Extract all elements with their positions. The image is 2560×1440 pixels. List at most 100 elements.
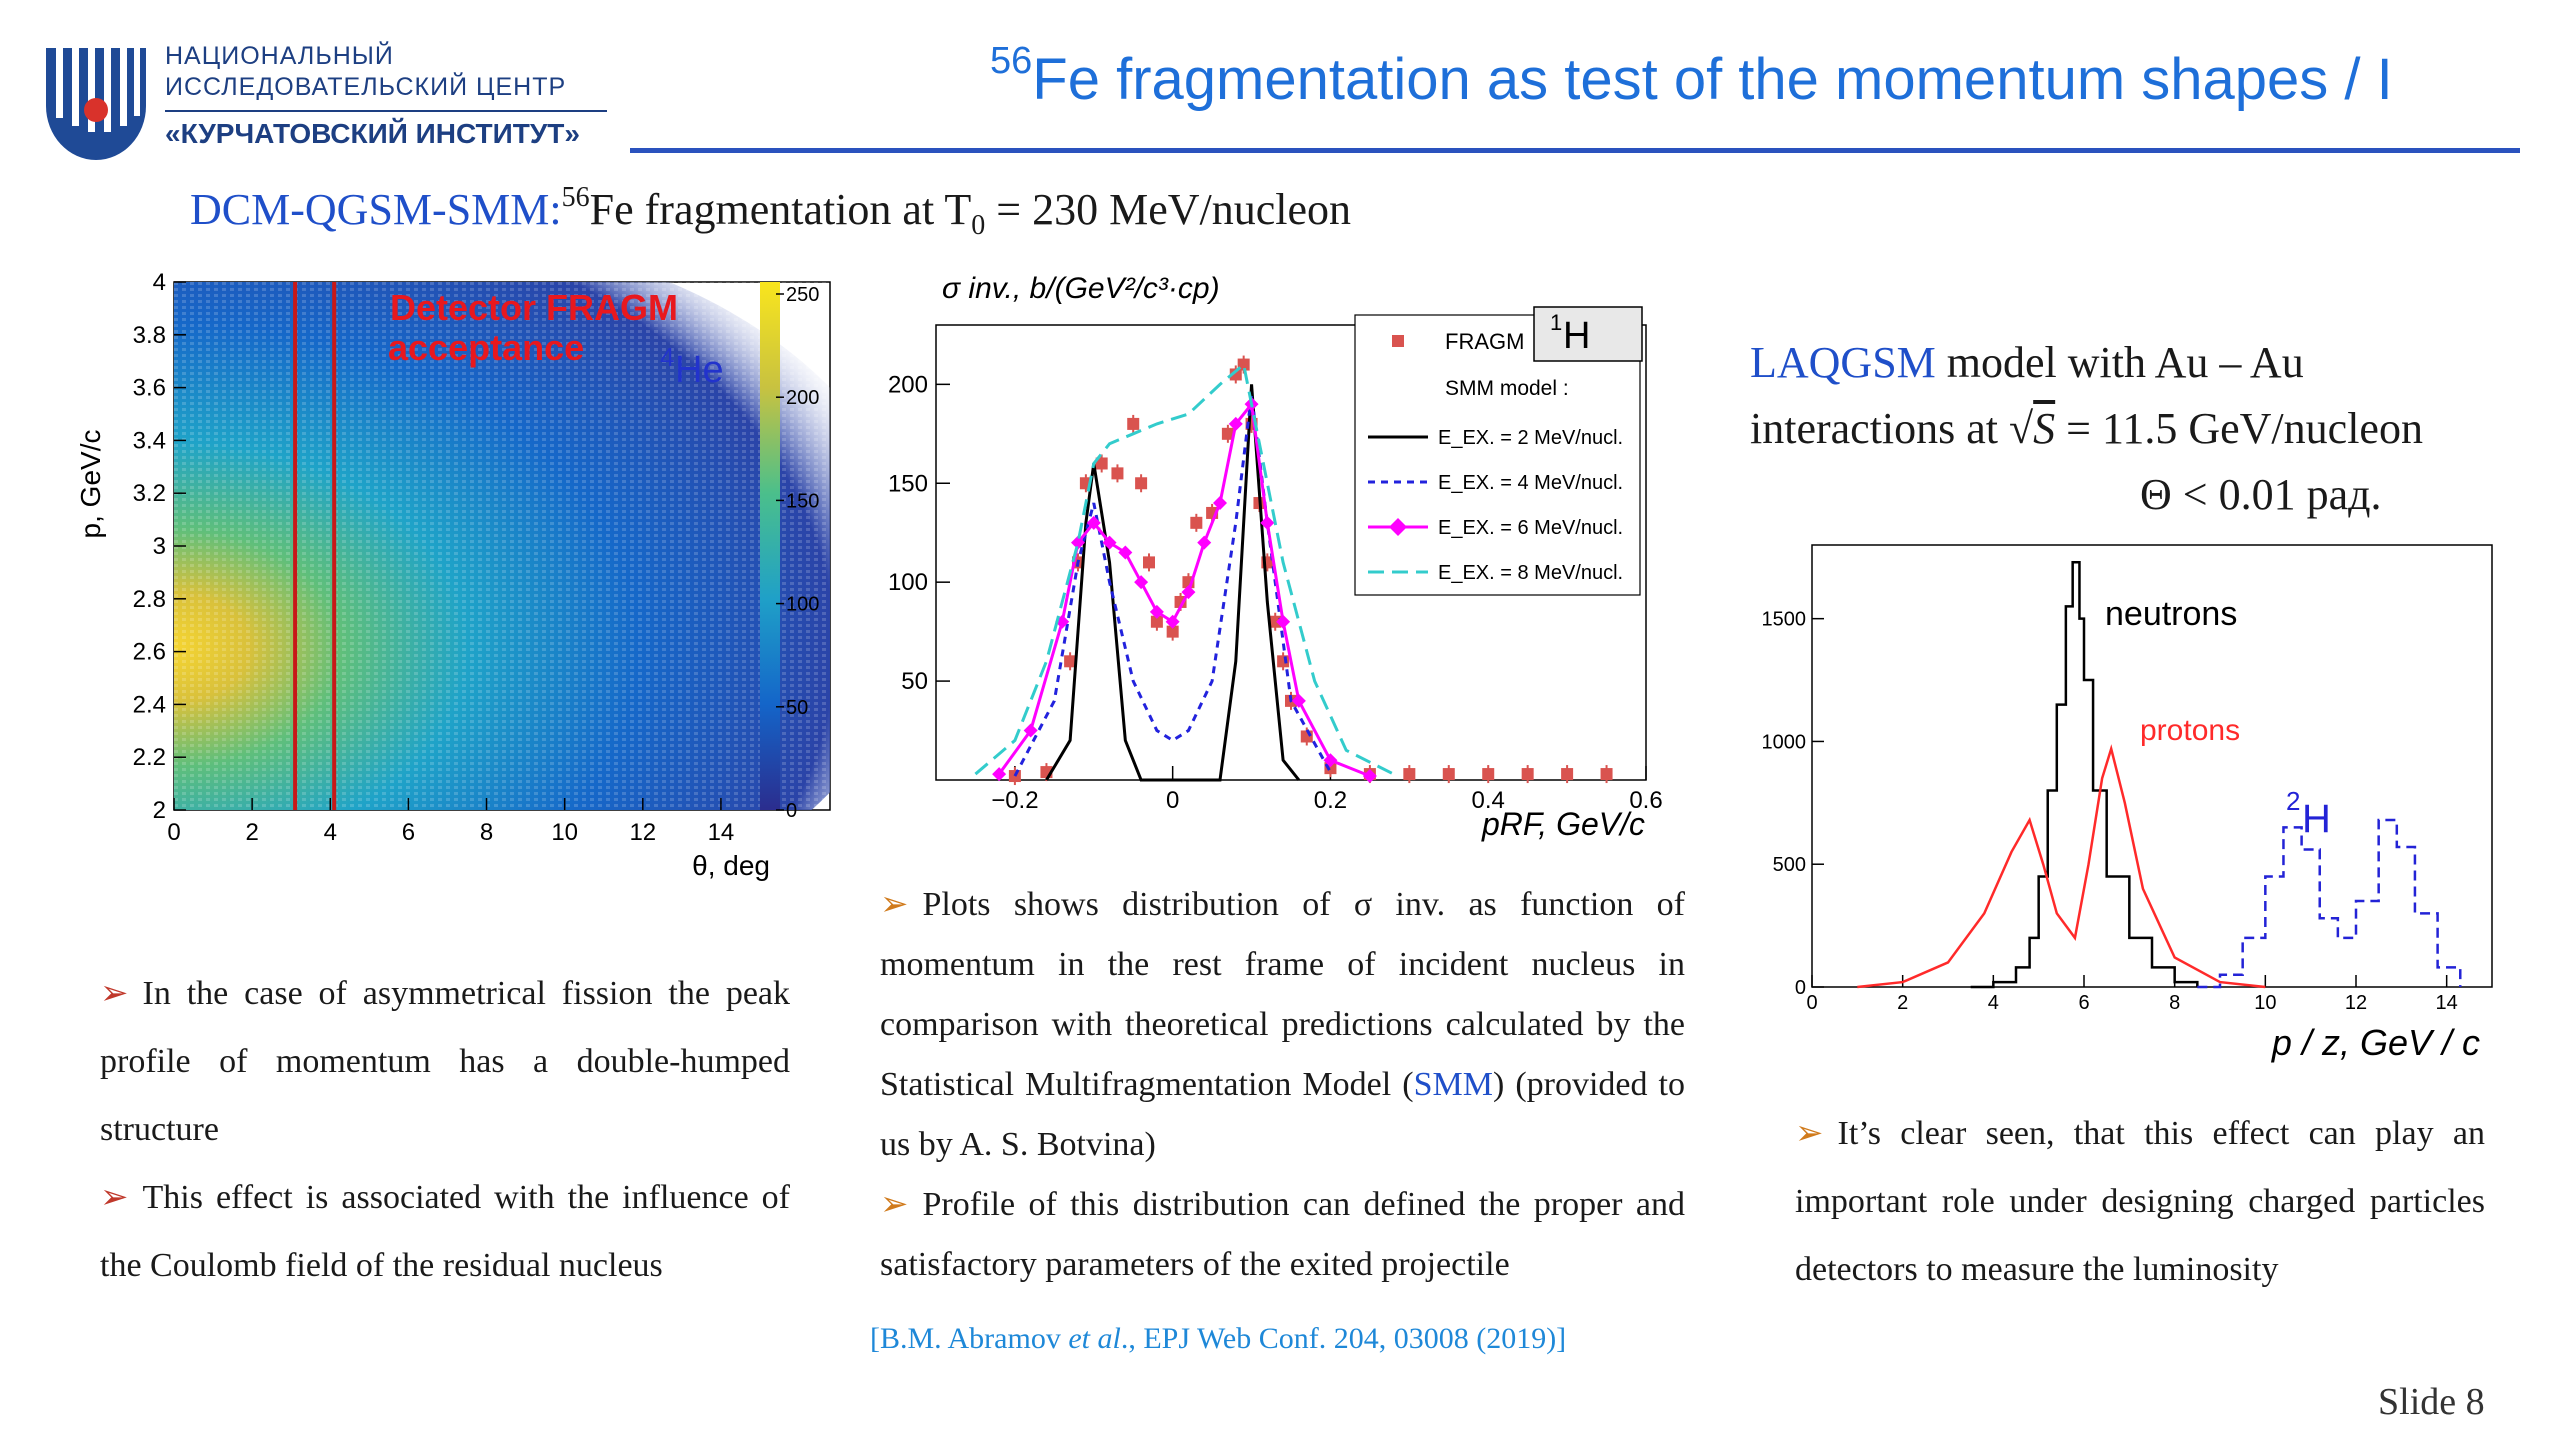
momentum-legend: 1 H FRAGM SMM model : E_EX. = 2 MeV/nucl… xyxy=(1354,306,1643,596)
y-tick-label: 2.4 xyxy=(133,691,166,718)
y-tick-label: 500 xyxy=(1773,854,1806,876)
x-tick-label: −0.2 xyxy=(991,787,1038,814)
smm-6mev-point xyxy=(1291,693,1306,708)
x-tick-label: 6 xyxy=(2078,992,2089,1014)
subtitle-text: Fe fragmentation at T xyxy=(589,185,972,234)
reference: [B.M. Abramov et al., EPJ Web Conf. 204,… xyxy=(870,1322,1566,1356)
x-tick-label: 8 xyxy=(2169,992,2180,1014)
x-tick-label: 10 xyxy=(551,819,578,846)
reference-journal: ., EPJ Web Conf. 204, 03008 (2019)] xyxy=(1120,1322,1567,1355)
slide-number: Slide 8 xyxy=(2378,1381,2485,1423)
left-bullet-1: ➢ In the case of asymmetrical fission the… xyxy=(100,960,790,1164)
title-text: Fe fragmentation as test of the momentum… xyxy=(1032,47,2393,112)
legend-4mev: E_EX. = 4 MeV/nucl. xyxy=(1438,472,1623,494)
smm-6mev-point xyxy=(1149,604,1164,619)
x-tick-label: 0.2 xyxy=(1314,787,1347,814)
smm-link: SMM xyxy=(1413,1066,1493,1103)
legend-6mev: E_EX. = 6 MeV/nucl. xyxy=(1438,517,1623,539)
deuteron-label: H xyxy=(2302,797,2331,841)
laqgsm-name: LAQGSM xyxy=(1750,338,1936,387)
fragm-point xyxy=(1561,768,1574,781)
fragm-point xyxy=(1442,768,1455,781)
nucleus-mass-number: 1 xyxy=(1550,310,1562,335)
fragm-point xyxy=(1135,477,1148,490)
x-tick-label: 10 xyxy=(2254,992,2276,1014)
logo-divider xyxy=(165,110,607,112)
species-series-1 xyxy=(1857,744,2266,989)
y-tick-label: 2.8 xyxy=(133,586,166,613)
species-frame xyxy=(1811,544,2493,988)
momentum-chart: σ inv., b/(GeV²/c³·cp) −0.2 0 0.2 0.4 0.6 50 1… xyxy=(888,272,1663,842)
smm-6mev-point xyxy=(1260,515,1275,530)
nucleus-box xyxy=(1533,306,1643,362)
fragm-point xyxy=(1143,556,1155,569)
fragm-point xyxy=(1111,467,1124,480)
fragm-point xyxy=(1221,427,1234,440)
x-tick-label: 0.4 xyxy=(1472,787,1505,814)
z-tick-label: 100 xyxy=(786,594,819,616)
left-bullets: ➢ In the case of asymmetrical fission the… xyxy=(100,960,790,1300)
x-tick-label: 0 xyxy=(167,819,180,846)
logo-line-2: ИССЛЕДОВАТЕЛЬСКИЙ ЦЕНТР xyxy=(165,73,567,101)
series-line-4 xyxy=(974,361,1395,776)
fragm-point xyxy=(1269,615,1282,628)
x-tick-label: 2 xyxy=(245,819,258,846)
smm-6mev-point xyxy=(1055,614,1070,629)
middle-bullet-2: ➢ Profile of this distribution can define… xyxy=(880,1175,1685,1295)
x-tick-label: 12 xyxy=(2345,992,2367,1014)
neutrons-label: neutrons xyxy=(2105,595,2237,633)
smm-6mev-point xyxy=(1071,535,1085,550)
color-scale-bar xyxy=(760,282,780,810)
middle-bullet-1: ➢ Plots shows distribution of σ inv. as f… xyxy=(880,875,1685,1175)
y-tick-label: 2.2 xyxy=(133,744,166,771)
model-name: DCM-QGSM-SMM: xyxy=(190,185,562,234)
smm-6mev-point xyxy=(1086,515,1101,530)
smm-6mev-point xyxy=(1276,614,1291,629)
subtitle-subscript: 0 xyxy=(971,209,986,241)
arrow-icon: ➢ xyxy=(880,886,909,923)
title-mass-number: 56 xyxy=(990,40,1033,82)
species-series-0 xyxy=(1970,560,2199,989)
middle-bullet-1-text-b: ) (provided to us by A. S. Botvina) xyxy=(880,1066,1685,1163)
fragm-point xyxy=(1095,457,1108,470)
y-tick-label: 1000 xyxy=(1762,731,1807,753)
deuteron-mass-number: 2 xyxy=(2286,786,2300,816)
nucleus-label: H xyxy=(1563,315,1590,357)
legend-diamond-icon xyxy=(1389,518,1407,536)
acceptance-label: acceptance xyxy=(388,327,584,368)
y-tick-label: 200 xyxy=(888,371,928,398)
arrow-icon: ➢ xyxy=(1795,1115,1824,1152)
fragm-point xyxy=(1482,768,1495,781)
z-tick-label: 200 xyxy=(786,387,819,409)
sigma-y-label: σ inv., b/(GeV²/c³·cp) xyxy=(942,272,1220,305)
he-mass-number: 4 xyxy=(660,342,674,372)
species-series-2 xyxy=(2197,818,2462,989)
right-bullet-1: ➢ It’s clear seen, that this effect can p… xyxy=(1795,1100,2485,1304)
legend-fragm: FRAGM xyxy=(1445,329,1524,354)
z-tick-label: 0 xyxy=(786,800,797,822)
middle-bullet-1-text-a: Plots shows distribution of σ inv. as fu… xyxy=(880,886,1685,1103)
left-bullet-2: ➢ This effect is associated with the infl… xyxy=(100,1164,790,1300)
slide-title: 56Fe fragmentation as test of the moment… xyxy=(990,40,2393,113)
y-tick-label: 3.8 xyxy=(133,322,166,349)
smm-6mev-point xyxy=(1228,416,1243,431)
fragm-point xyxy=(1190,516,1203,529)
protons-label: protons xyxy=(2140,714,2240,747)
fragm-point xyxy=(1229,368,1242,381)
species-chart: 0 2 4 6 8 10 12 14 0 500 1000 1500 neutrons protons… xyxy=(1762,544,2493,1063)
y-tick-label: 4 xyxy=(153,270,166,296)
species-x-label: p / z, GeV / c xyxy=(2271,1022,2480,1063)
z-tick-label: 250 xyxy=(786,284,819,306)
detector-label: Detector FRAGM xyxy=(390,287,678,328)
smm-6mev-point xyxy=(1213,496,1227,511)
laqgsm-text: LAQGSM model with Au – Au interactions a… xyxy=(1750,330,2423,528)
y-tick-label: 150 xyxy=(888,470,928,497)
x-tick-label: 0.6 xyxy=(1629,787,1662,814)
y-tick-label: 3 xyxy=(153,533,166,560)
x-tick-label: 6 xyxy=(402,819,415,846)
smm-6mev-point xyxy=(992,767,1007,782)
heatmap-y-label: p, GeV/c xyxy=(75,430,106,539)
x-tick-label: 8 xyxy=(480,819,493,846)
x-tick-label: 2 xyxy=(1897,992,1908,1014)
fragm-point xyxy=(1403,768,1416,781)
